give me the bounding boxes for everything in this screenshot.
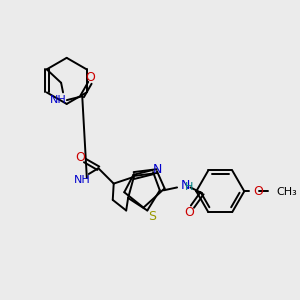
Text: N: N bbox=[181, 179, 190, 192]
Text: NH: NH bbox=[50, 95, 67, 105]
Text: S: S bbox=[148, 210, 156, 223]
Text: O: O bbox=[253, 185, 263, 198]
Text: N: N bbox=[153, 163, 163, 176]
Text: O: O bbox=[75, 151, 85, 164]
Text: O: O bbox=[85, 71, 95, 85]
Text: H: H bbox=[184, 182, 193, 192]
Text: NH: NH bbox=[74, 175, 90, 185]
Text: CH₃: CH₃ bbox=[276, 187, 297, 197]
Text: O: O bbox=[184, 206, 194, 219]
